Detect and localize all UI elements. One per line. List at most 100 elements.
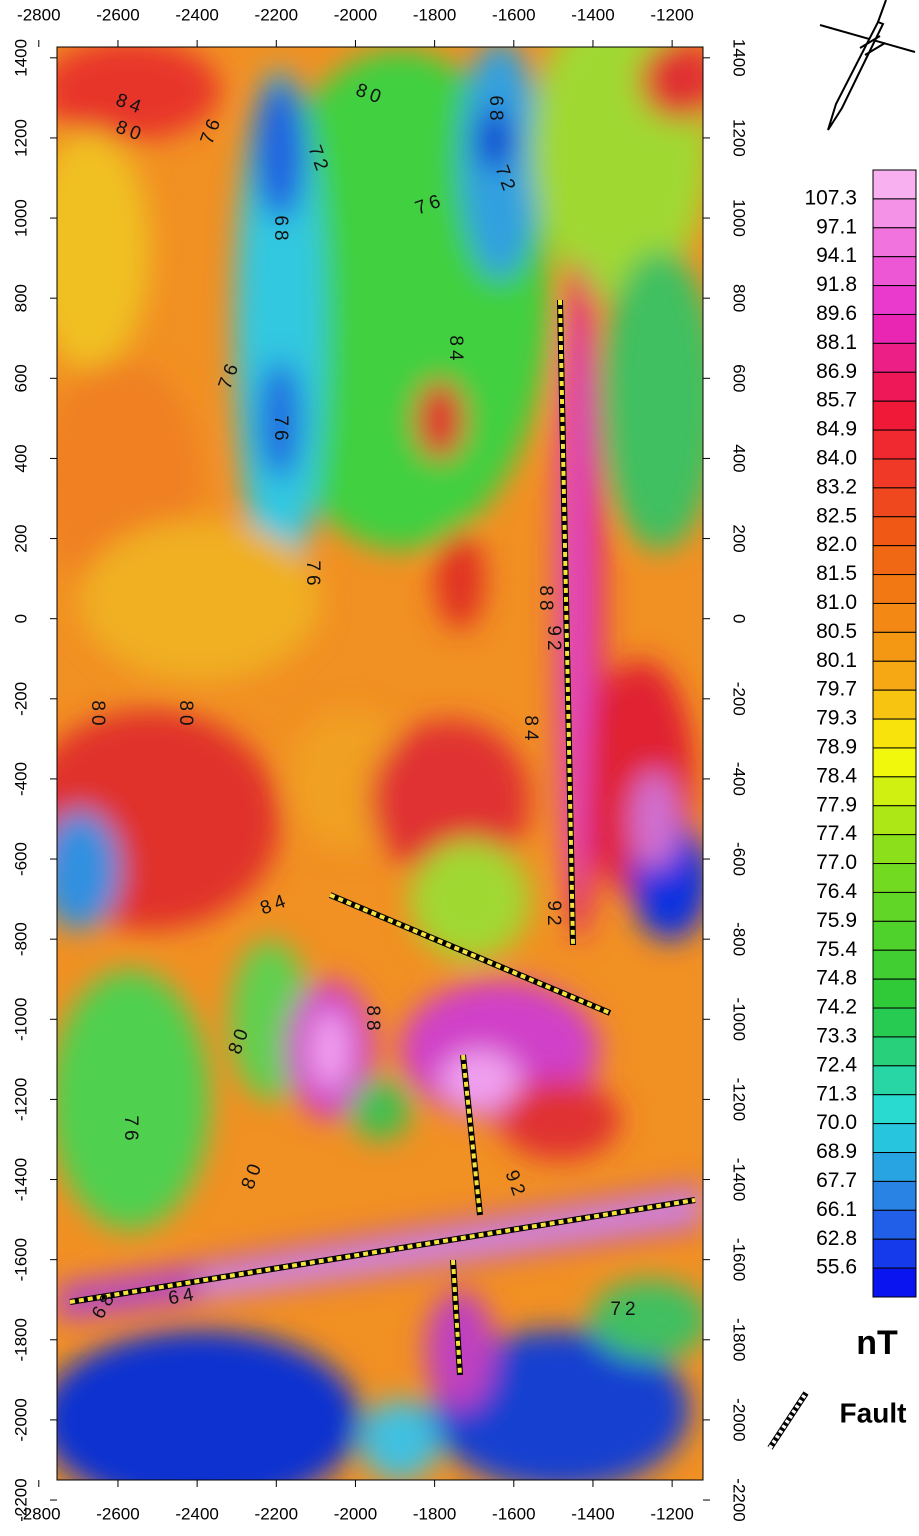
anomaly-blob	[640, 40, 720, 120]
contour-label: 68	[485, 95, 506, 124]
color-level-label: 77.9	[816, 793, 857, 816]
contour-label: 76	[120, 1115, 141, 1144]
color-level-label: 78.4	[816, 764, 857, 787]
color-bar-box	[873, 835, 916, 864]
y-tick-label-left: 1400	[11, 39, 30, 77]
color-level-label: 82.0	[816, 533, 857, 556]
color-level-label: 94.1	[816, 244, 857, 267]
unit-label: nT	[856, 1324, 898, 1362]
color-level-label: 81.5	[816, 562, 857, 585]
y-tick-label-right: -1600	[730, 1238, 749, 1281]
anomaly-blob	[310, 1010, 350, 1090]
color-bar-box	[873, 401, 916, 430]
x-tick-label-top: -2600	[96, 5, 139, 24]
color-level-label: 74.2	[816, 996, 857, 1019]
color-bar-box	[873, 1124, 916, 1153]
y-tick-label-right: 800	[730, 284, 749, 312]
color-level-label: 68.9	[816, 1140, 857, 1163]
contour-label: 68	[270, 215, 291, 244]
x-tick-label-top: -2200	[255, 5, 298, 24]
color-level-label: 91.8	[816, 273, 857, 296]
color-level-label: 88.1	[816, 331, 857, 354]
contour-label: 84	[445, 335, 466, 364]
color-level-label: 77.0	[816, 851, 857, 874]
y-tick-label-left: -200	[11, 682, 30, 716]
x-tick-label-bottom: -1400	[571, 1504, 614, 1523]
x-tick-label-bottom: -2400	[175, 1504, 218, 1523]
contour-label: 88	[535, 585, 556, 614]
color-level-label: 84.9	[816, 418, 857, 441]
y-tick-label-left: 200	[11, 524, 30, 552]
fault-legend-label: Fault	[840, 1397, 907, 1428]
y-tick-label-right: -400	[730, 762, 749, 796]
y-tick-label-left: 1000	[11, 199, 30, 237]
y-tick-label-right: -600	[730, 842, 749, 876]
color-bar-box	[873, 257, 916, 286]
color-bar-box	[873, 950, 916, 979]
x-tick-label-bottom: -2000	[334, 1504, 377, 1523]
contour-label: 76	[270, 415, 291, 444]
x-tick-label-top: -1400	[571, 5, 614, 24]
x-tick-label-bottom: -2600	[96, 1504, 139, 1523]
contour-label: 92	[543, 900, 564, 929]
x-tick-label-top: -1200	[650, 5, 693, 24]
anomaly-blob	[50, 970, 210, 1230]
y-tick-label-left: 1200	[11, 119, 30, 157]
color-level-label: 70.0	[816, 1111, 857, 1134]
y-tick-label-right: -2200	[730, 1478, 749, 1521]
anomaly-blob	[415, 380, 465, 460]
y-tick-label-right: 0	[730, 614, 749, 623]
color-level-label: 89.6	[816, 302, 857, 325]
color-bar-box	[873, 286, 916, 315]
anomaly-blob	[590, 1280, 710, 1360]
contour-label: 88	[362, 1005, 383, 1034]
fault-legend-symbol	[770, 1393, 806, 1448]
color-level-label: 80.1	[816, 649, 857, 672]
color-bar-box	[873, 719, 916, 748]
y-tick-label-left: 800	[11, 284, 30, 312]
color-bar-box	[873, 546, 916, 575]
color-level-label: 97.1	[816, 215, 857, 238]
x-tick-label-bottom: -2200	[255, 1504, 298, 1523]
anomaly-blob	[30, 130, 150, 370]
color-bar-box	[873, 459, 916, 488]
color-bar-box	[873, 1210, 916, 1239]
color-level-label: 67.7	[816, 1169, 857, 1192]
color-level-label: 66.1	[816, 1198, 857, 1221]
color-bar-box	[873, 488, 916, 517]
y-tick-label-left: -1800	[11, 1318, 30, 1361]
y-tick-label-left: -600	[11, 842, 30, 876]
contour-label: 92	[543, 625, 564, 654]
color-bar-box	[873, 748, 916, 777]
y-tick-label-right: 1000	[730, 199, 749, 237]
color-bar-box	[873, 1268, 916, 1297]
color-bar: 107.397.194.191.889.688.186.985.784.984.…	[804, 170, 916, 1297]
color-bar-box	[873, 864, 916, 893]
contour-label: 80	[175, 700, 196, 729]
x-tick-label-top: -1600	[492, 5, 535, 24]
anomaly-blob	[80, 520, 320, 680]
y-tick-label-right: -1400	[730, 1158, 749, 1201]
color-bar-box	[873, 343, 916, 372]
y-tick-label-right: -800	[730, 922, 749, 956]
color-level-label: 79.7	[816, 678, 857, 701]
y-tick-label-left: -800	[11, 922, 30, 956]
color-bar-box	[873, 690, 916, 719]
color-bar-box	[873, 892, 916, 921]
x-tick-label-bottom: -1600	[492, 1504, 535, 1523]
y-tick-label-left: -1000	[11, 998, 30, 1041]
color-level-label: 74.8	[816, 967, 857, 990]
y-tick-label-right: 1400	[730, 39, 749, 77]
color-level-label: 86.9	[816, 360, 857, 383]
x-tick-label-bottom: -1200	[650, 1504, 693, 1523]
x-tick-label-top: -1800	[413, 5, 456, 24]
y-tick-label-left: -2200	[11, 1478, 30, 1521]
color-level-label: 83.2	[816, 475, 857, 498]
anomaly-blob	[630, 770, 680, 870]
color-level-label: 75.9	[816, 909, 857, 932]
color-level-label: 85.7	[816, 389, 857, 412]
north-arrow	[820, 0, 915, 130]
anomaly-blob	[255, 80, 305, 220]
color-bar-box	[873, 517, 916, 546]
anomaly-blob	[350, 1080, 410, 1140]
